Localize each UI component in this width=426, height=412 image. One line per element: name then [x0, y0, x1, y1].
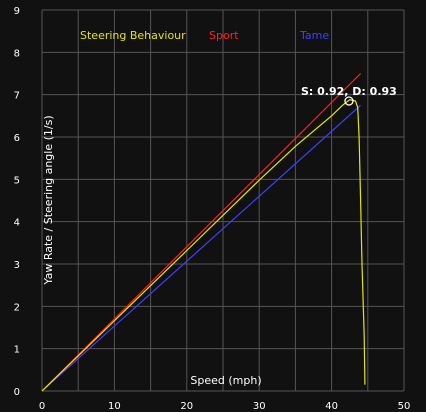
y-tick-label: 2 — [14, 302, 20, 313]
y-tick-label: 4 — [14, 218, 20, 229]
y-tick-label: 1 — [14, 345, 20, 356]
legend-entry: Tame — [299, 29, 329, 42]
x-tick-label: 30 — [253, 401, 266, 412]
y-tick-label: 7 — [14, 91, 20, 102]
series-line-tame — [41, 104, 362, 392]
y-tick-label: 0 — [14, 387, 20, 398]
annotation-marker — [344, 96, 354, 106]
x-axis-label: Speed (mph) — [190, 374, 261, 387]
y-tick-labels: 0 1 2 3 4 5 6 7 8 9 — [14, 6, 20, 398]
y-tick-label: 8 — [14, 48, 20, 59]
x-tick-label: 50 — [398, 401, 411, 412]
y-tick-label: 6 — [14, 133, 20, 144]
legend: Steering Behaviour Sport Tame — [80, 29, 329, 42]
x-tick-label: 10 — [108, 401, 121, 412]
y-tick-label: 3 — [14, 260, 20, 271]
y-tick-label: 5 — [14, 175, 20, 186]
x-tick-label: 0 — [39, 401, 45, 412]
y-tick-label: 9 — [14, 6, 20, 17]
x-tick-labels: 0 10 20 30 40 50 — [39, 401, 411, 412]
legend-entry: Steering Behaviour — [80, 29, 186, 42]
legend-entry: Sport — [209, 29, 239, 42]
annotations: S: 0.92, D: 0.93 — [301, 85, 397, 106]
grid-lines — [41, 9, 405, 392]
series-lines — [41, 73, 366, 392]
series-line-steering-behaviour — [41, 99, 366, 392]
x-tick-label: 40 — [325, 401, 338, 412]
series-line-sport — [41, 73, 362, 392]
annotation-label: S: 0.92, D: 0.93 — [301, 85, 397, 98]
y-axis-label: Yaw Rate / Steering angle (1/s) — [42, 115, 55, 285]
x-tick-label: 20 — [180, 401, 193, 412]
